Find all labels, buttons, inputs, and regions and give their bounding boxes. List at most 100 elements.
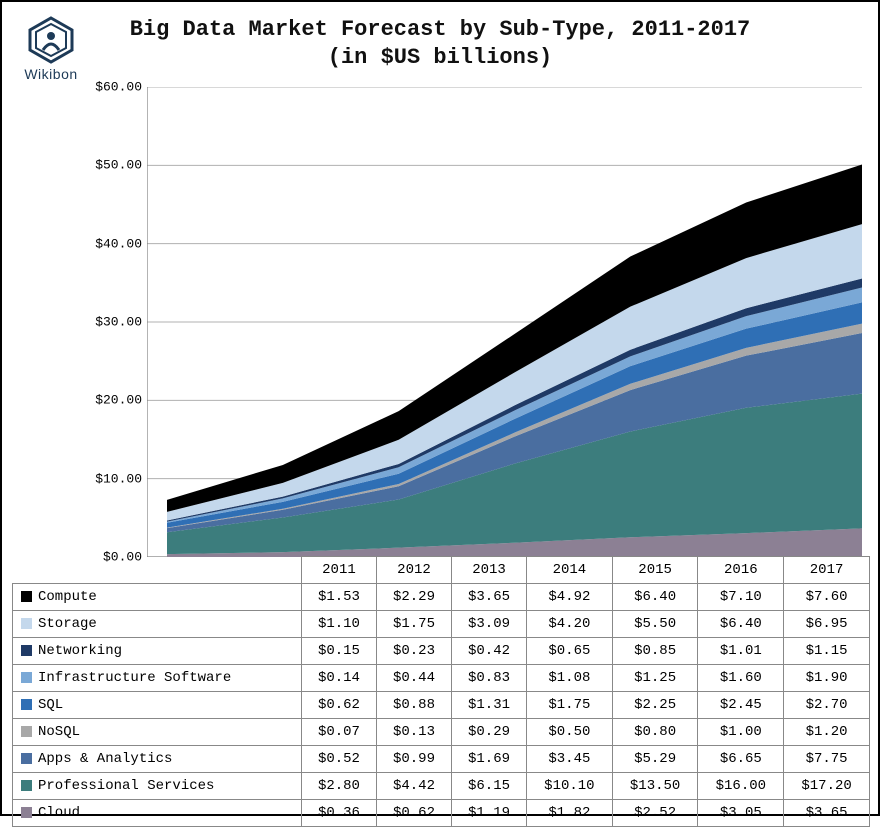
table-cell: $2.52 [612,800,698,827]
table-cell: $2.80 [301,773,376,800]
table-cell: $0.52 [301,746,376,773]
table-cell: $0.99 [376,746,451,773]
y-tick-label: $40.00 [95,236,142,251]
table-cell: $1.82 [527,800,613,827]
table-cell: $1.19 [452,800,527,827]
table-corner [13,557,302,584]
table-year-header: 2013 [452,557,527,584]
table-cell: $4.92 [527,584,613,611]
table-cell: $1.53 [301,584,376,611]
table-cell: $4.20 [527,611,613,638]
table-cell: $6.65 [698,746,784,773]
table-year-header: 2017 [784,557,870,584]
table-cell: $6.15 [452,773,527,800]
table-cell: $1.75 [376,611,451,638]
table-series-name: Networking [13,638,302,665]
legend-swatch [21,645,32,656]
legend-swatch [21,753,32,764]
table-cell: $3.05 [698,800,784,827]
table-cell: $1.08 [527,665,613,692]
table-year-header: 2014 [527,557,613,584]
table-year-header: 2015 [612,557,698,584]
table-series-name: Apps & Analytics [13,746,302,773]
table-cell: $0.88 [376,692,451,719]
table-cell: $0.13 [376,719,451,746]
table-cell: $0.62 [376,800,451,827]
table-cell: $6.40 [698,611,784,638]
table-year-header: 2016 [698,557,784,584]
table-cell: $7.60 [784,584,870,611]
legend-swatch [21,591,32,602]
data-table: 2011201220132014201520162017 Compute$1.53… [12,556,870,827]
y-tick-label: $50.00 [95,158,142,173]
chart-frame: Wikibon Big Data Market Forecast by Sub-… [0,0,880,816]
y-axis-labels: $0.00$10.00$20.00$30.00$40.00$50.00$60.0… [82,87,142,557]
title-line-1: Big Data Market Forecast by Sub-Type, 20… [2,16,878,44]
stacked-area-chart [147,87,862,557]
table-year-header: 2012 [376,557,451,584]
table-cell: $5.29 [612,746,698,773]
table-cell: $0.23 [376,638,451,665]
table-cell: $6.40 [612,584,698,611]
table-cell: $7.75 [784,746,870,773]
table-cell: $1.01 [698,638,784,665]
table-cell: $0.15 [301,638,376,665]
table-cell: $16.00 [698,773,784,800]
table-cell: $7.10 [698,584,784,611]
title-line-2: (in $US billions) [2,44,878,72]
table-cell: $1.60 [698,665,784,692]
table-cell: $2.45 [698,692,784,719]
y-tick-label: $30.00 [95,315,142,330]
legend-swatch [21,672,32,683]
table-cell: $0.62 [301,692,376,719]
legend-swatch [21,618,32,629]
table-series-name: Professional Services [13,773,302,800]
legend-swatch [21,726,32,737]
table-cell: $2.70 [784,692,870,719]
table-cell: $0.14 [301,665,376,692]
table-series-name: Compute [13,584,302,611]
table-cell: $1.10 [301,611,376,638]
table-cell: $3.65 [452,584,527,611]
table-cell: $0.44 [376,665,451,692]
table-year-header: 2011 [301,557,376,584]
table-series-name: Infrastructure Software [13,665,302,692]
table-cell: $17.20 [784,773,870,800]
y-tick-label: $60.00 [95,80,142,95]
table-cell: $5.50 [612,611,698,638]
chart-title: Big Data Market Forecast by Sub-Type, 20… [2,16,878,71]
table-cell: $13.50 [612,773,698,800]
table-cell: $1.31 [452,692,527,719]
legend-swatch [21,780,32,791]
table-cell: $1.00 [698,719,784,746]
table-cell: $3.45 [527,746,613,773]
table-series-name: Cloud [13,800,302,827]
table-cell: $3.65 [784,800,870,827]
table-series-name: NoSQL [13,719,302,746]
y-tick-label: $10.00 [95,471,142,486]
table-cell: $0.65 [527,638,613,665]
table-cell: $0.50 [527,719,613,746]
table-cell: $2.25 [612,692,698,719]
table-cell: $0.83 [452,665,527,692]
y-tick-label: $20.00 [95,393,142,408]
table-cell: $6.95 [784,611,870,638]
legend-swatch [21,807,32,818]
table-cell: $4.42 [376,773,451,800]
table-cell: $1.15 [784,638,870,665]
table-cell: $1.90 [784,665,870,692]
table-cell: $0.80 [612,719,698,746]
table-cell: $0.29 [452,719,527,746]
legend-swatch [21,699,32,710]
table-cell: $0.07 [301,719,376,746]
table-cell: $3.09 [452,611,527,638]
table-cell: $2.29 [376,584,451,611]
table-cell: $10.10 [527,773,613,800]
table-series-name: SQL [13,692,302,719]
table-cell: $0.42 [452,638,527,665]
table-cell: $0.85 [612,638,698,665]
table-cell: $0.36 [301,800,376,827]
table-series-name: Storage [13,611,302,638]
table-cell: $1.25 [612,665,698,692]
table-cell: $1.75 [527,692,613,719]
